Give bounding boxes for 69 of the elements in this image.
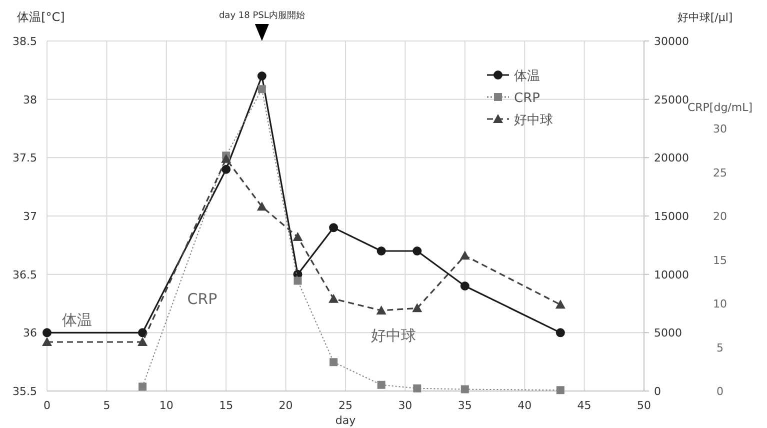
y-axis-title: 体温[°C] bbox=[17, 10, 65, 24]
x-tick-label: 30 bbox=[398, 399, 412, 412]
y2-tick-label: 25000 bbox=[654, 93, 689, 106]
y3-tick-label: 25 bbox=[713, 166, 727, 180]
point bbox=[258, 85, 266, 94]
point bbox=[257, 72, 266, 80]
point bbox=[460, 385, 469, 394]
point bbox=[138, 337, 148, 346]
y3-axis-title: CRP[dg/mL] bbox=[687, 101, 753, 114]
x-tick-label: 50 bbox=[637, 399, 651, 412]
x-tick-label: 45 bbox=[577, 399, 592, 412]
point bbox=[256, 202, 267, 211]
point bbox=[42, 328, 52, 338]
x-axis-title: day bbox=[335, 414, 356, 427]
point bbox=[294, 276, 302, 285]
y3-tick-label: 30 bbox=[713, 122, 727, 136]
y3-tick-label: 20 bbox=[713, 210, 727, 223]
point bbox=[460, 250, 470, 260]
point bbox=[377, 380, 386, 389]
legend-label: 好中球 bbox=[514, 113, 553, 128]
point bbox=[42, 337, 52, 346]
annotation: 体温 bbox=[62, 311, 92, 330]
y3-tick-label: 15 bbox=[713, 254, 727, 267]
x-tick-label: 35 bbox=[458, 399, 472, 412]
annotation: 好中球 bbox=[370, 326, 416, 344]
text: day 18 PSL内服開始 bbox=[218, 10, 305, 21]
point bbox=[460, 282, 470, 290]
point bbox=[556, 328, 565, 338]
y-tick-label: 35.5 bbox=[12, 385, 37, 398]
x-tick-label: 10 bbox=[159, 399, 174, 412]
point bbox=[376, 306, 386, 314]
point bbox=[292, 232, 303, 241]
point bbox=[556, 386, 564, 394]
point bbox=[221, 154, 232, 163]
point bbox=[413, 384, 422, 392]
point bbox=[222, 164, 231, 174]
legend-label: 体温 bbox=[514, 69, 540, 84]
point bbox=[330, 358, 338, 366]
y2-tick-label: 20000 bbox=[654, 152, 689, 165]
y2-tick-label: 10000 bbox=[654, 268, 689, 282]
x-tick-label: 15 bbox=[219, 399, 234, 412]
x-tick-label: 25 bbox=[338, 399, 352, 412]
point bbox=[376, 246, 386, 256]
point bbox=[555, 300, 566, 309]
point bbox=[329, 223, 338, 232]
y-tick-label: 38 bbox=[23, 93, 37, 106]
y3-tick-label: 0 bbox=[716, 385, 724, 398]
point bbox=[138, 382, 147, 391]
y2-tick-label: 15000 bbox=[654, 210, 689, 223]
x-tick-label: 0 bbox=[44, 399, 50, 412]
annotation: CRP bbox=[187, 290, 218, 308]
y-tick-label: 36 bbox=[23, 326, 37, 340]
y-tick-label: 38.5 bbox=[12, 35, 37, 48]
x-tick-label: 20 bbox=[278, 399, 293, 412]
y3-tick-label: 5 bbox=[716, 341, 724, 354]
point bbox=[412, 246, 422, 256]
y-tick-label: 36.5 bbox=[12, 268, 37, 282]
y3-tick-label: 10 bbox=[713, 298, 727, 310]
x-tick-label: 40 bbox=[518, 399, 532, 412]
y2-tick-label: 30000 bbox=[654, 35, 689, 48]
legend-label: CRP bbox=[514, 91, 540, 106]
y-tick-label: 37.5 bbox=[12, 152, 37, 165]
point bbox=[412, 303, 422, 312]
y2-tick-label: 5000 bbox=[654, 326, 682, 340]
y-tick-label: 37 bbox=[23, 210, 37, 223]
point bbox=[328, 294, 339, 303]
y2-axis-title: 好中球[/μl] bbox=[677, 11, 733, 24]
x-tick-label: 5 bbox=[103, 399, 110, 412]
y2-tick-label: 0 bbox=[654, 385, 661, 398]
